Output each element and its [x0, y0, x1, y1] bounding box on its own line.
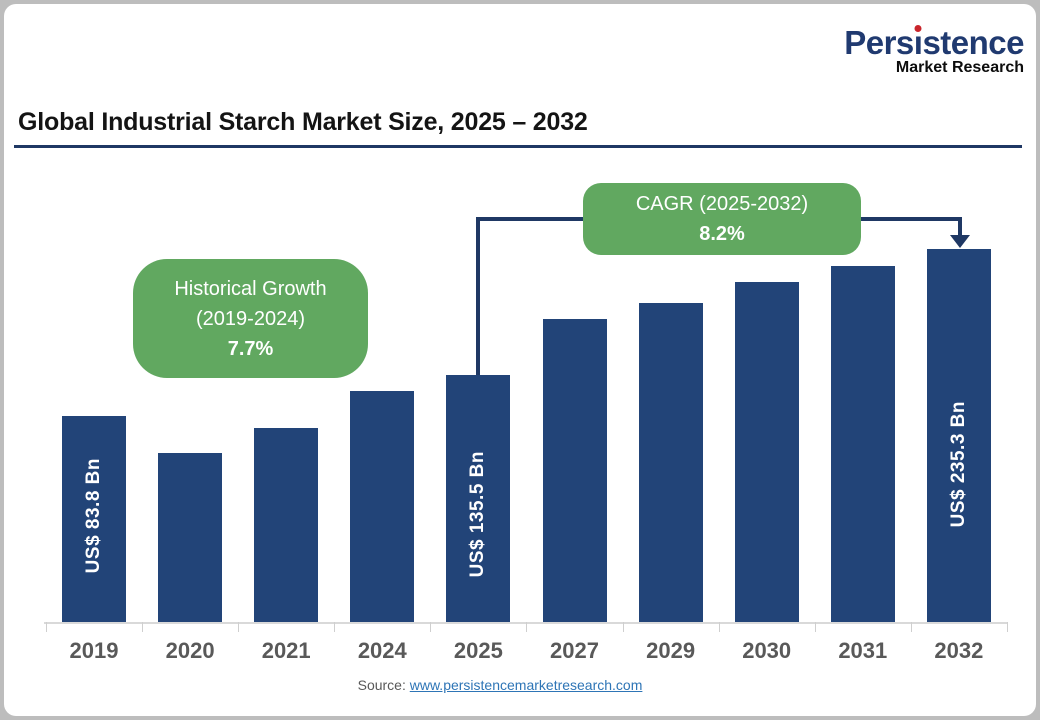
axis-year-label-2030: 2030	[742, 638, 792, 663]
axis-tick	[526, 622, 528, 632]
axis-year-label-2031: 2031	[838, 638, 888, 663]
axis-year-label-2029: 2029	[646, 638, 696, 663]
axis-tick	[430, 622, 432, 632]
axis-tick	[718, 622, 720, 632]
cagr-callout: CAGR (2025-2032) 8.2%	[583, 183, 861, 255]
cagr-line1: CAGR (2025-2032)	[635, 193, 809, 215]
axis-year-label-2024: 2024	[357, 638, 407, 663]
axis-year-label-2020: 2020	[165, 638, 215, 663]
source-line: Source: www.persistencemarketresearch.co…	[0, 677, 1000, 693]
source-prefix: Source:	[357, 677, 406, 693]
axis-tick	[814, 622, 816, 632]
historical-growth-callout: Historical Growth (2019-2024) 7.7%	[133, 259, 368, 378]
axis-tick	[238, 622, 240, 632]
connector-line-vertical-2025	[476, 217, 480, 375]
bar-2030	[734, 282, 799, 622]
axis-tick	[622, 622, 624, 632]
x-axis-line	[44, 622, 1008, 624]
historical-growth-line1: Historical Growth	[174, 277, 327, 300]
connector-line-vertical-2032	[958, 217, 962, 236]
bar-2024	[350, 391, 415, 622]
source-link[interactable]: www.persistencemarketresearch.com	[409, 677, 643, 693]
historical-growth-line2: (2019-2024)	[196, 307, 305, 330]
page-title: Global Industrial Starch Market Size, 20…	[18, 108, 588, 136]
axis-tick	[1006, 622, 1008, 632]
bar-2031	[830, 266, 895, 622]
axis-tick	[910, 622, 912, 632]
axis-year-label-2021: 2021	[261, 638, 311, 663]
logo-brand-text: Persıstence	[844, 24, 1024, 61]
arrow-down-icon	[950, 235, 970, 248]
bar-value-label-2019: US$ 83.8 Bn	[83, 457, 104, 573]
brand-logo: Persıstence Market Research	[844, 26, 1024, 76]
axis-year-label-2032: 2032	[934, 638, 984, 663]
historical-growth-value: 7.7%	[227, 337, 274, 360]
axis-year-label-2027: 2027	[550, 638, 599, 663]
logo-red-dot-i: ı	[913, 24, 923, 61]
title-underline	[14, 145, 1022, 148]
cagr-value: 8.2%	[699, 223, 745, 245]
logo-subtitle: Market Research	[895, 59, 1024, 76]
axis-year-label-2019: 2019	[69, 638, 119, 663]
bar-2020	[158, 453, 223, 622]
bar-2019: US$ 83.8 Bn	[62, 416, 126, 622]
bar-2029	[638, 303, 703, 622]
bar-2025: US$ 135.5 Bn	[446, 375, 511, 622]
bar-value-label-2032: US$ 235.3 Bn	[947, 400, 969, 527]
axis-year-label-2025: 2025	[453, 638, 503, 663]
bar-2027	[542, 319, 607, 622]
axis-tick	[142, 622, 144, 632]
axis-tick	[334, 622, 336, 632]
bar-2032: US$ 235.3 Bn	[926, 249, 991, 622]
bar-value-label-2025: US$ 135.5 Bn	[467, 450, 489, 577]
axis-tick	[45, 622, 47, 632]
bar-2021	[254, 428, 319, 622]
